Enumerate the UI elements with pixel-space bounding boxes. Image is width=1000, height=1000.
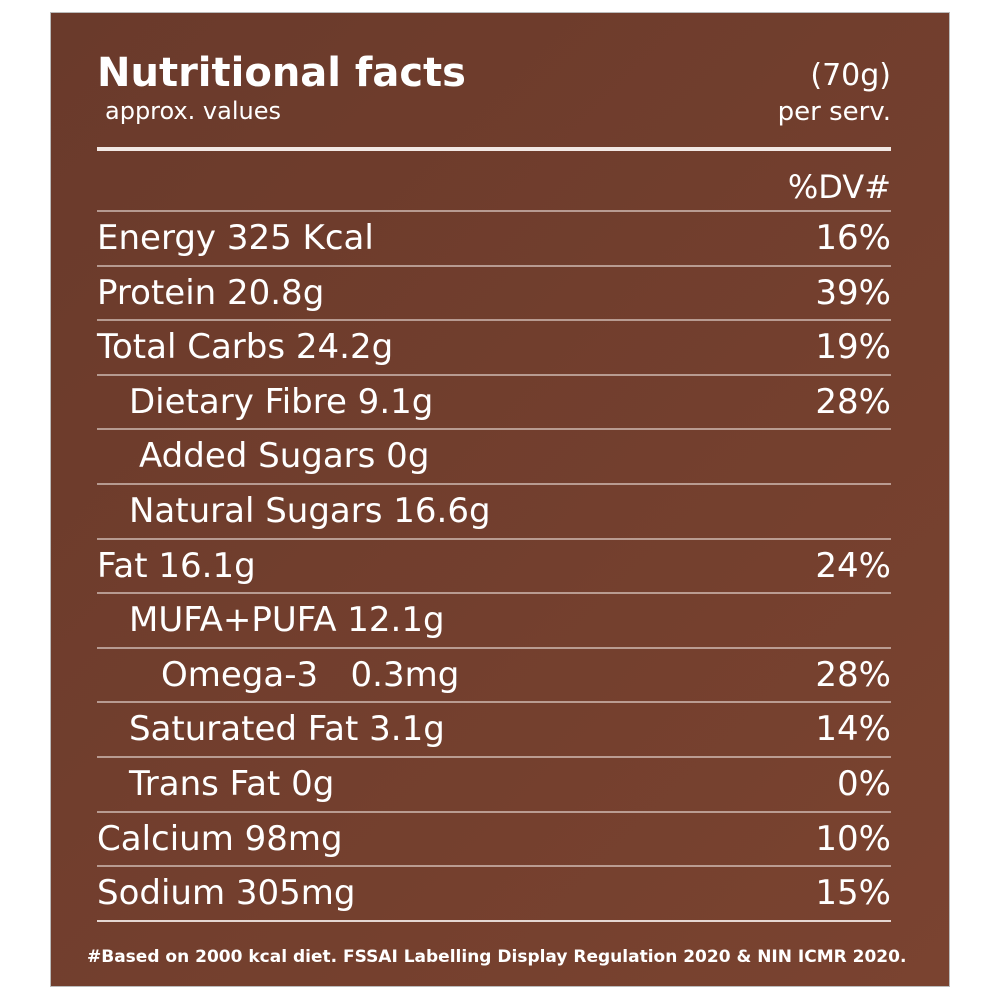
nutrient-label: Saturated Fat 3.1g (129, 709, 445, 750)
row-rule (97, 592, 891, 595)
nutrient-label: Omega-3 0.3mg (161, 654, 460, 695)
row-rule (97, 756, 891, 758)
row-rule (97, 537, 891, 540)
nutrition-panel: Nutritional facts approx. values (70g) p… (50, 12, 950, 987)
row-rule (97, 264, 891, 267)
nutrient-label: Total Carbs 24.2g (97, 327, 394, 368)
row-rule (97, 919, 891, 922)
daily-value: 0% (837, 764, 891, 804)
nutrient-label: Natural Sugars 16.6g (129, 491, 491, 531)
row-rule (97, 210, 891, 212)
daily-value: 24% (815, 545, 891, 586)
daily-value: 15% (815, 873, 891, 914)
nutrient-label: Calcium 98mg (97, 818, 343, 859)
daily-value: 28% (815, 381, 891, 422)
nutrient-row: MUFA+PUFA 12.1g (51, 592, 949, 646)
nutrient-label: Added Sugars 0g (139, 436, 430, 477)
nutrient-label: Trans Fat 0g (129, 764, 335, 804)
nutrient-label: Dietary Fibre 9.1g (129, 381, 434, 422)
nutrient-label: Energy 325 Kcal (97, 218, 374, 258)
row-rule (97, 428, 891, 431)
row-rule (97, 483, 891, 485)
nutrient-label: MUFA+PUFA 12.1g (129, 600, 445, 641)
daily-value: 19% (815, 327, 891, 368)
daily-value: 16% (815, 218, 891, 258)
row-rule (97, 319, 891, 322)
footnote: #Based on 2000 kcal diet. FSSAI Labellin… (87, 947, 907, 967)
nutrient-row: Sodium 305mg 15% (51, 865, 949, 919)
nutrient-row: Total Carbs 24.2g 19% (51, 319, 949, 373)
nutrient-label: Sodium 305mg (97, 873, 356, 914)
header-rule (97, 147, 891, 151)
daily-value: 10% (815, 818, 891, 859)
row-rule (97, 865, 891, 868)
serving: (70g) (810, 58, 891, 93)
nutrient-label: Fat 16.1g (97, 545, 256, 586)
nutrient-row: Saturated Fat 3.1g 14% (51, 701, 949, 755)
row-rule (97, 646, 891, 649)
nutrient-row: Energy 325 Kcal 16% (51, 210, 949, 264)
nutrient-row: Dietary Fibre 9.1g 28% (51, 374, 949, 428)
daily-value: 39% (815, 272, 891, 313)
nutrient-row: Natural Sugars 16.6g (51, 483, 949, 537)
nutrient-row: Fat 16.1g 24% (51, 538, 949, 592)
daily-value: 28% (815, 654, 891, 695)
nutrient-label: Protein 20.8g (97, 272, 325, 313)
subtitle: approx. values (105, 97, 281, 125)
title: Nutritional facts (97, 50, 466, 96)
nutrient-row: Added Sugars 0g (51, 428, 949, 482)
nutrient-row: Protein 20.8g 39% (51, 265, 949, 319)
nutrient-row: Calcium 98mg 10% (51, 811, 949, 865)
row-rule (97, 810, 891, 813)
dv-header: %DV# (787, 168, 891, 206)
nutrient-row: Omega-3 0.3mg 28% (51, 647, 949, 701)
daily-value: 14% (815, 709, 891, 750)
row-rule (97, 373, 891, 376)
row-rule (97, 701, 891, 704)
serving-note: per serv. (777, 97, 891, 127)
nutrient-row: Trans Fat 0g 0% (51, 756, 949, 810)
